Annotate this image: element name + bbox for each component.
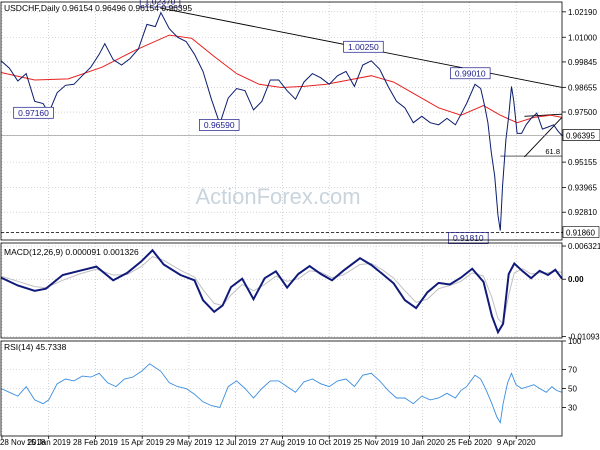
price-annotation-label: 0.91810: [453, 233, 484, 243]
fib-label: 61.8: [545, 147, 560, 156]
macd-panel: MACD(12,26,9) 0.000091 0.001326 0.006321…: [0, 242, 600, 342]
price-annotations: 1.02370 0.97160 0.96590 1.00250 0.99010 0.918…: [13, 0, 491, 244]
rsi-axis: 100 70 50 30: [562, 337, 582, 413]
macd-header: MACD(12,26,9) 0.000091 0.001326: [4, 247, 139, 257]
support-label: 0.91860: [566, 229, 595, 238]
price-annotation-box: [343, 40, 384, 53]
rsi-series: [0, 363, 563, 425]
price-annotation-label: 0.99010: [455, 68, 486, 78]
price-tick-label: 0.92810: [568, 208, 597, 217]
watermark: ActionForex.com: [195, 184, 360, 209]
rsi-tick-label: 70: [568, 366, 577, 375]
panel-frame: [0, 340, 563, 437]
x-tick-label: 10 Oct 2019: [307, 438, 351, 447]
rsi-tick-label: 50: [568, 385, 577, 394]
trendline: [524, 113, 563, 117]
x-tick-label: 9 Apr 2020: [497, 438, 536, 447]
price-series: [0, 11, 563, 231]
x-tick-label: 15 Apr 2019: [121, 438, 165, 447]
price-axis: 1.02190 1.01000 0.99845 0.98655 0.97500 0.951…: [1, 8, 600, 238]
macd-tick-label: 0.006321: [568, 242, 600, 251]
rsi-header: RSI(14) 45.7338: [4, 342, 67, 352]
x-tick-label: 28 Nov 2018: [0, 438, 46, 447]
price-tick-label: 0.97500: [568, 108, 597, 117]
price-tick-label: 1.02190: [568, 8, 597, 17]
rsi-tick-label: 30: [568, 404, 577, 413]
moving-average-line: [0, 34, 563, 124]
current-price-box: [562, 129, 600, 141]
panel-frame: [0, 1, 563, 241]
price-annotation-box: [13, 106, 54, 119]
trendline: [524, 117, 563, 158]
x-tick-label: 25 Feb 2020: [447, 438, 492, 447]
macd-signal-series: [0, 256, 563, 325]
x-tick-label: 27 Aug 2019: [260, 438, 305, 447]
price-annotation-label: 1.02370: [145, 0, 176, 6]
macd-gridlines: [1, 245, 562, 337]
price-annotation-label: 0.97160: [18, 108, 49, 118]
macd-main-line: [0, 248, 563, 335]
moving-average-series: [0, 34, 563, 124]
price-tick-label: 1.01000: [568, 33, 597, 42]
fib-level: 61.8: [500, 147, 562, 157]
price-tick-label: 0.99845: [568, 58, 597, 67]
macd-axis: 0.006321 0.00 -0.010939: [562, 242, 600, 342]
price-line: [0, 11, 563, 231]
panel-frame: [0, 242, 563, 339]
price-annotation-label: 1.00250: [348, 42, 379, 52]
x-tick-label: 12 Jul 2019: [215, 438, 257, 447]
price-tick-label: 0.95155: [568, 158, 597, 167]
price-annotation-box: [450, 67, 491, 80]
x-tick-label: 15 Jan 2019: [27, 438, 72, 447]
price-tick-label: 0.98655: [568, 83, 597, 92]
price-annotation-box: [448, 232, 489, 244]
x-tick-label: 10 Jan 2020: [401, 438, 446, 447]
price-annotation-box: [139, 0, 181, 8]
price-gridlines: [1, 2, 562, 436]
macd-tick-label: -0.010939: [568, 333, 600, 342]
rsi-line: [0, 363, 563, 425]
current-price-label: 0.96395: [566, 132, 595, 141]
price-annotation-box: [199, 119, 240, 131]
price-header: USDCHF,Daily 0.96154 0.96496 0.96154 0.9…: [4, 3, 192, 13]
price-annotation-label: 0.96590: [204, 120, 235, 130]
panel-frames: [0, 1, 563, 437]
x-tick-label: 28 Feb 2019: [73, 438, 118, 447]
price-panel: ActionForex.com 61.8 1.02370 0.97160 0.965…: [0, 0, 600, 436]
macd-main-series: [0, 248, 563, 335]
rsi-tick-label: 100: [568, 337, 582, 346]
macd-signal-line: [0, 256, 563, 325]
x-tick-label: 25 Nov 2019: [353, 438, 399, 447]
macd-tick-label: 0.00: [568, 275, 584, 284]
support-label-box: [562, 226, 600, 238]
x-tick-label: 29 May 2019: [166, 438, 213, 447]
price-tick-label: 0.93965: [568, 184, 597, 193]
